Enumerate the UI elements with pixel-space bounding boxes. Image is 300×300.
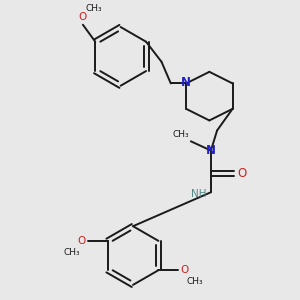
Text: NH: NH	[191, 189, 207, 199]
Text: N: N	[206, 144, 216, 157]
Text: O: O	[238, 167, 247, 180]
Text: O: O	[79, 12, 87, 22]
Text: O: O	[78, 236, 86, 246]
Text: CH₃: CH₃	[186, 277, 203, 286]
Text: N: N	[181, 76, 191, 89]
Text: CH₃: CH₃	[173, 130, 189, 139]
Text: O: O	[180, 265, 188, 275]
Text: CH₃: CH₃	[85, 4, 102, 13]
Text: CH₃: CH₃	[63, 248, 80, 257]
